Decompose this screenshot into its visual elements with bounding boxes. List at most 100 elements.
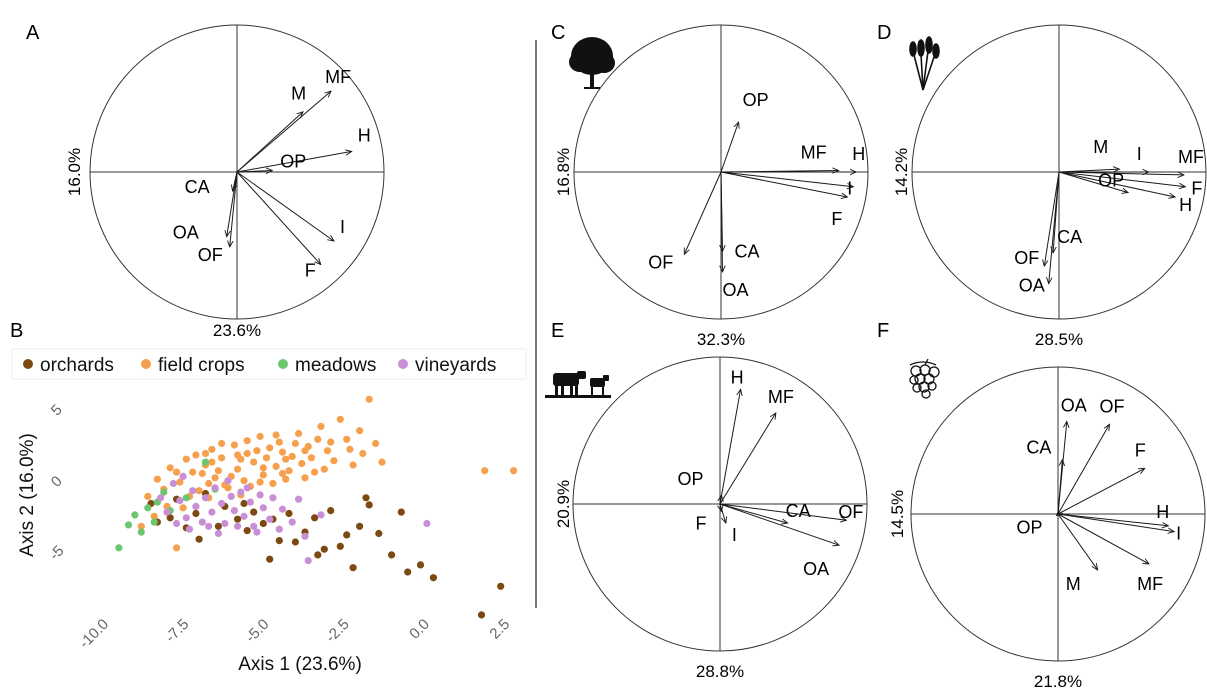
data-point	[269, 479, 277, 488]
x-tick-label: -2.5	[322, 616, 352, 646]
x-variance-label-C: 32.3%	[697, 330, 745, 349]
data-point	[214, 522, 222, 530]
y-tick-label: 0	[48, 473, 66, 491]
data-point	[243, 484, 251, 492]
data-point	[214, 529, 222, 538]
data-point	[195, 535, 203, 543]
vector-arrow-D-OA	[1049, 171, 1060, 284]
vector-arrow-D-OP	[1058, 171, 1128, 193]
grapes-icon	[909, 358, 940, 399]
data-point	[253, 447, 261, 455]
data-point	[137, 528, 145, 536]
data-point	[221, 519, 229, 528]
data-point	[192, 502, 200, 510]
x-tick-label: 0.0	[406, 616, 433, 643]
data-point	[362, 494, 370, 502]
correlation-circle-E: E 28.8% 20.9% H MF OP F I CA OF OA	[551, 320, 868, 681]
data-point	[179, 472, 187, 480]
data-point	[189, 487, 197, 495]
data-point	[336, 415, 344, 423]
data-point	[397, 508, 405, 516]
data-point	[182, 455, 190, 463]
data-point	[173, 519, 181, 528]
vector-arrow-E-CA	[719, 503, 788, 523]
data-point	[163, 508, 171, 516]
data-point	[208, 458, 216, 466]
data-point	[317, 511, 325, 519]
data-point	[365, 501, 373, 509]
data-point	[259, 471, 267, 479]
y-variance-label-A: 16.0%	[65, 148, 84, 196]
data-point	[115, 544, 123, 552]
data-point	[198, 469, 206, 478]
y-tick-label: 5	[48, 401, 66, 419]
vector-label-F-CA: CA	[1026, 438, 1051, 458]
x-variance-label-D: 28.5%	[1035, 330, 1083, 349]
data-point	[192, 509, 200, 518]
panel-label-E: E	[551, 320, 564, 342]
legend-label-orchards: orchards	[40, 355, 114, 376]
x-variance-label-E: 28.8%	[696, 662, 744, 681]
data-point	[298, 459, 306, 468]
data-point	[234, 515, 242, 523]
panel-label-D: D	[877, 22, 891, 44]
data-point	[205, 479, 213, 488]
data-point	[343, 531, 351, 539]
vector-arrow-C-I	[720, 171, 853, 187]
data-point	[150, 518, 158, 526]
vector-label-A-I: I	[340, 217, 345, 237]
panel-B: B orchards field crops meadows vineyards…	[10, 320, 527, 675]
data-point	[150, 512, 158, 520]
data-point	[259, 464, 267, 472]
vector-label-E-MF: MF	[768, 387, 794, 407]
data-point	[160, 488, 168, 496]
wheat-icon	[909, 36, 940, 91]
data-point	[256, 491, 264, 499]
legend-marker-field-crops	[141, 359, 151, 369]
panel-label-C: C	[551, 22, 565, 44]
data-point	[124, 521, 133, 529]
data-point	[182, 514, 190, 522]
data-point	[218, 439, 226, 448]
vector-arrow-A-OA	[227, 171, 238, 237]
data-point	[208, 508, 216, 516]
vector-arrow-C-OP	[720, 122, 739, 173]
vector-label-A-F: F	[305, 261, 316, 281]
data-point	[509, 467, 518, 475]
vector-label-F-MF: MF	[1137, 574, 1163, 594]
vector-label-F-OF: OF	[1100, 396, 1125, 416]
vector-label-A-CA: CA	[185, 177, 210, 197]
data-point	[218, 499, 226, 508]
data-point	[144, 504, 152, 512]
data-point	[259, 504, 267, 512]
vector-arrow-E-OF	[719, 503, 846, 520]
vector-label-C-OP: OP	[743, 90, 769, 110]
data-point	[429, 574, 437, 582]
data-point	[201, 494, 210, 502]
data-point	[166, 464, 174, 472]
data-point	[250, 522, 258, 530]
x-tick-label: 2.5	[486, 616, 513, 643]
vector-arrow-F-H	[1057, 513, 1168, 526]
data-point	[477, 611, 486, 619]
data-point	[131, 511, 139, 519]
data-point	[205, 522, 213, 530]
data-point	[185, 525, 194, 533]
vector-label-F-M: M	[1066, 574, 1081, 594]
data-point	[349, 461, 357, 469]
legend-marker-meadows	[278, 359, 288, 369]
data-point	[250, 458, 258, 466]
data-point	[346, 445, 354, 453]
vector-arrow-A-H	[236, 151, 352, 173]
vector-label-D-OA: OA	[1019, 276, 1045, 296]
vector-arrow-A-MF	[236, 91, 331, 173]
data-point	[211, 474, 219, 482]
vector-label-D-MF: MF	[1178, 147, 1204, 167]
data-point	[192, 451, 200, 459]
data-point	[423, 519, 431, 528]
data-point	[237, 488, 245, 496]
vector-arrow-F-I	[1057, 513, 1174, 532]
tree-icon	[569, 37, 615, 89]
